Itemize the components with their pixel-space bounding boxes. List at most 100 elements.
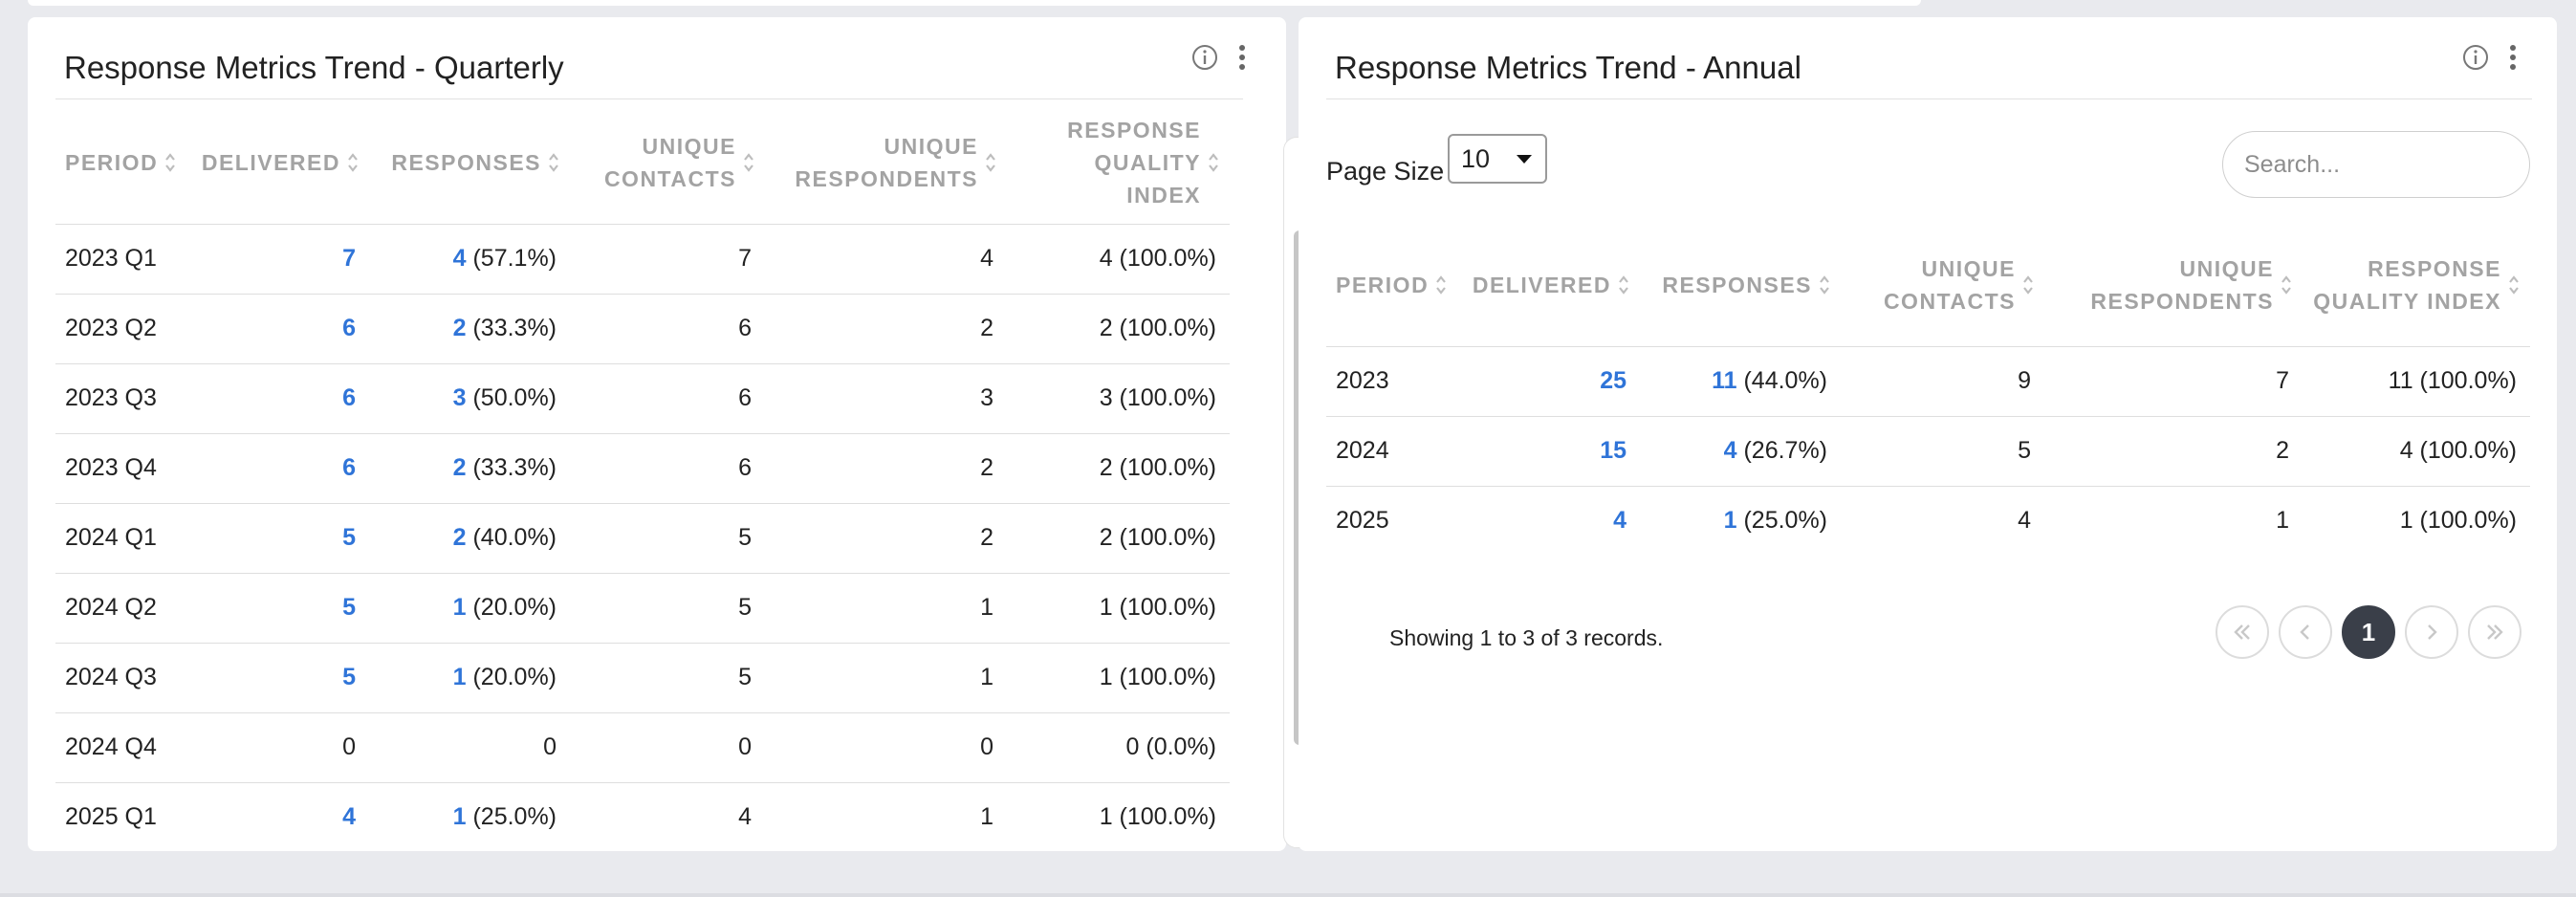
- sort-icon[interactable]: [1617, 273, 1630, 297]
- sort-icon[interactable]: [742, 150, 755, 175]
- quality-index-cell: 2 (100.0%): [1007, 293, 1230, 363]
- sort-icon[interactable]: [1207, 150, 1220, 175]
- delivered-value[interactable]: 5: [342, 524, 356, 551]
- responses-value[interactable]: 2: [452, 315, 467, 341]
- sort-icon[interactable]: [2280, 273, 2293, 297]
- column-header[interactable]: Unique Contacts: [1841, 224, 2044, 346]
- kebab-menu-icon[interactable]: [2510, 45, 2516, 70]
- page-size-select[interactable]: 10: [1448, 134, 1547, 184]
- responses-cell: 3 (50.0%): [369, 362, 570, 433]
- responses-value[interactable]: 3: [452, 384, 467, 411]
- responses-value: 0: [543, 733, 557, 760]
- quality-index-cell: 0 (0.0%): [1007, 711, 1230, 782]
- responses-value[interactable]: 11: [1712, 367, 1737, 394]
- column-header[interactable]: Response Quality Index: [1007, 101, 1230, 224]
- unique-contacts-cell: 5: [570, 502, 765, 573]
- delivered-cell: 4: [1468, 485, 1640, 556]
- column-header[interactable]: Unique Respondents: [765, 101, 1007, 224]
- records-summary: Showing 1 to 3 of 3 records.: [1389, 625, 1664, 650]
- responses-value[interactable]: 2: [452, 524, 467, 551]
- chevron-right-icon: [2428, 624, 2437, 640]
- quality-index-cell: 1 (100.0%): [1007, 572, 1230, 643]
- column-header[interactable]: Period: [1326, 224, 1468, 346]
- quality-index-cell: 2 (100.0%): [1007, 432, 1230, 503]
- responses-cell: 4 (57.1%): [369, 223, 570, 294]
- table-row: 2024 15 4 (26.7%) 5 2 4 (100.0%): [1326, 415, 2530, 486]
- sort-icon[interactable]: [2021, 273, 2035, 297]
- prev-page-button[interactable]: [2279, 605, 2332, 659]
- column-header-label: Period: [1336, 272, 1430, 297]
- unique-contacts-cell: 6: [570, 293, 765, 363]
- delivered-value[interactable]: 7: [342, 245, 356, 272]
- responses-value[interactable]: 2: [452, 454, 467, 481]
- column-header[interactable]: Delivered: [1468, 224, 1640, 346]
- quality-index-cell: 1 (100.0%): [1007, 642, 1230, 712]
- responses-value[interactable]: 1: [452, 664, 467, 690]
- delivered-value[interactable]: 6: [342, 454, 356, 481]
- sort-icon[interactable]: [164, 150, 177, 175]
- delivered-value[interactable]: 4: [1613, 507, 1626, 535]
- delivered-value[interactable]: 4: [342, 803, 356, 831]
- responses-value[interactable]: 1: [1723, 507, 1737, 535]
- page-size-value: 10: [1461, 143, 1491, 173]
- info-icon[interactable]: [2462, 44, 2489, 71]
- sort-icon[interactable]: [1818, 273, 1831, 297]
- title-divider: [1326, 98, 2532, 99]
- responses-percent: (20.0%): [466, 664, 557, 690]
- responses-value[interactable]: 4: [1723, 437, 1737, 464]
- table-row: 2024 Q1 5 2 (40.0%) 5 2 2 (100.0%): [55, 502, 1230, 573]
- period-cell: 2023 Q1: [55, 223, 197, 294]
- column-header[interactable]: Delivered: [197, 101, 369, 224]
- responses-value[interactable]: 1: [452, 803, 467, 831]
- panel-title: Response Metrics Trend - Annual: [1335, 50, 1801, 85]
- unique-contacts-cell: 5: [1841, 415, 2044, 486]
- first-page-button[interactable]: [2216, 605, 2269, 659]
- period-cell: 2024: [1326, 415, 1468, 486]
- unique-respondents-cell: 1: [765, 642, 1007, 712]
- delivered-value[interactable]: 5: [342, 664, 356, 690]
- delivered-value[interactable]: 25: [1600, 367, 1626, 394]
- delivered-value[interactable]: 5: [342, 594, 356, 621]
- responses-cell: 2 (40.0%): [369, 502, 570, 573]
- delivered-value[interactable]: 6: [342, 384, 356, 411]
- sort-icon[interactable]: [547, 150, 560, 175]
- unique-contacts-cell: 5: [570, 642, 765, 712]
- responses-cell: 2 (33.3%): [369, 432, 570, 503]
- column-header[interactable]: Unique Contacts: [570, 101, 765, 224]
- page-button-current[interactable]: 1: [2342, 605, 2395, 659]
- responses-value[interactable]: 4: [452, 245, 467, 272]
- last-page-button[interactable]: [2468, 605, 2521, 659]
- annual-trend-panel: Response Metrics Trend - Annual Page Siz…: [1299, 17, 2557, 851]
- info-icon[interactable]: [1191, 44, 1218, 71]
- unique-respondents-cell: 4: [765, 223, 1007, 294]
- column-header[interactable]: Period: [55, 101, 197, 224]
- sort-icon[interactable]: [346, 150, 360, 175]
- unique-respondents-cell: 2: [2044, 415, 2303, 486]
- column-header-label: Delivered: [201, 149, 340, 175]
- column-header[interactable]: Response Quality Index: [2303, 224, 2530, 346]
- caret-down-icon: [1517, 155, 1532, 164]
- sort-icon[interactable]: [2507, 273, 2521, 297]
- column-header[interactable]: Responses: [1640, 224, 1841, 346]
- responses-percent: (57.1%): [466, 245, 557, 272]
- column-header-label: Response Quality Index: [2313, 255, 2501, 314]
- kebab-menu-icon[interactable]: [1239, 45, 1245, 70]
- delivered-value[interactable]: 6: [342, 315, 356, 341]
- column-header[interactable]: Unique Respondents: [2044, 224, 2303, 346]
- responses-value[interactable]: 1: [452, 594, 467, 621]
- sort-icon[interactable]: [1434, 273, 1448, 297]
- delivered-cell: 15: [1468, 415, 1640, 486]
- column-header[interactable]: Responses: [369, 101, 570, 224]
- column-header-wrap: Response Quality Index: [2312, 252, 2521, 317]
- responses-percent: (25.0%): [1736, 507, 1827, 535]
- delivered-cell: 5: [197, 642, 369, 712]
- column-header-wrap: Unique Contacts: [1850, 252, 2035, 317]
- column-header-wrap: Period: [65, 146, 187, 179]
- table-row: 2023 Q3 6 3 (50.0%) 6 3 3 (100.0%): [55, 362, 1230, 433]
- responses-cell: 1 (25.0%): [369, 781, 570, 852]
- search-input[interactable]: [2222, 131, 2530, 198]
- sort-icon[interactable]: [984, 150, 997, 175]
- delivered-cell: 4: [197, 781, 369, 852]
- delivered-value[interactable]: 15: [1600, 437, 1626, 464]
- next-page-button[interactable]: [2405, 605, 2458, 659]
